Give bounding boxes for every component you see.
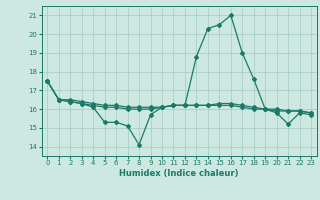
X-axis label: Humidex (Indice chaleur): Humidex (Indice chaleur) [119, 169, 239, 178]
